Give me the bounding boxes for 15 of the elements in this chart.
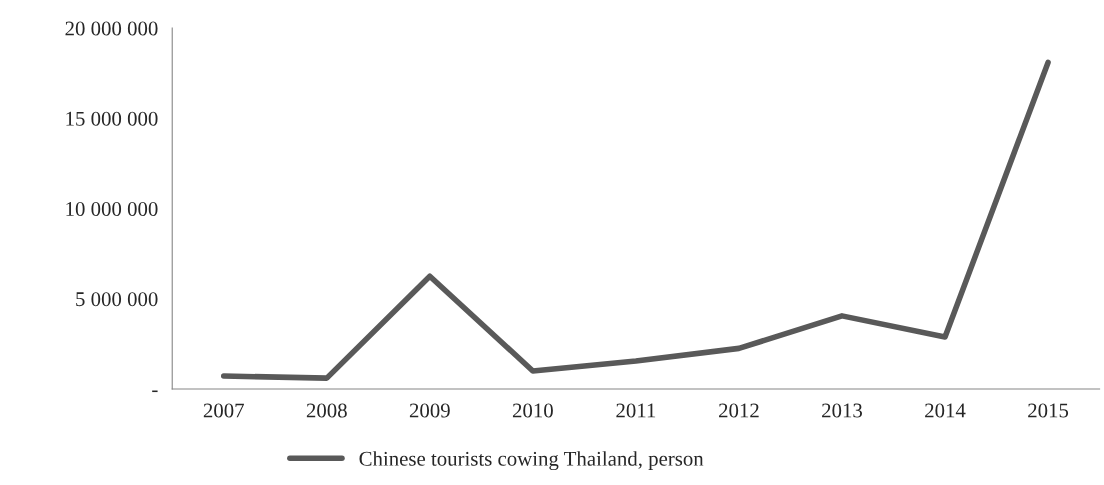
x-tick-label: 2008 <box>306 403 347 418</box>
y-tick-label: 20 000 000 <box>65 21 158 36</box>
x-tick-label: 2014 <box>925 403 966 418</box>
y-tick-label: 15 000 000 <box>66 111 158 126</box>
y-tick-label: - <box>152 390 158 393</box>
legend-label: Chinese tourists cowing Thailand, person <box>359 451 704 471</box>
y-tick-label: 5 000 000 <box>76 292 158 307</box>
y-tick-label: 10 000 000 <box>66 201 158 216</box>
x-tick-label: 2015 <box>1028 403 1069 418</box>
x-tick-label: 2011 <box>616 403 656 418</box>
x-tick-label: 2012 <box>719 403 759 418</box>
x-tick-label: 2010 <box>512 403 553 418</box>
x-tick-label: 2009 <box>409 403 450 418</box>
x-tick-label: 2007 <box>203 403 244 418</box>
x-tick-label: 2013 <box>822 403 862 418</box>
